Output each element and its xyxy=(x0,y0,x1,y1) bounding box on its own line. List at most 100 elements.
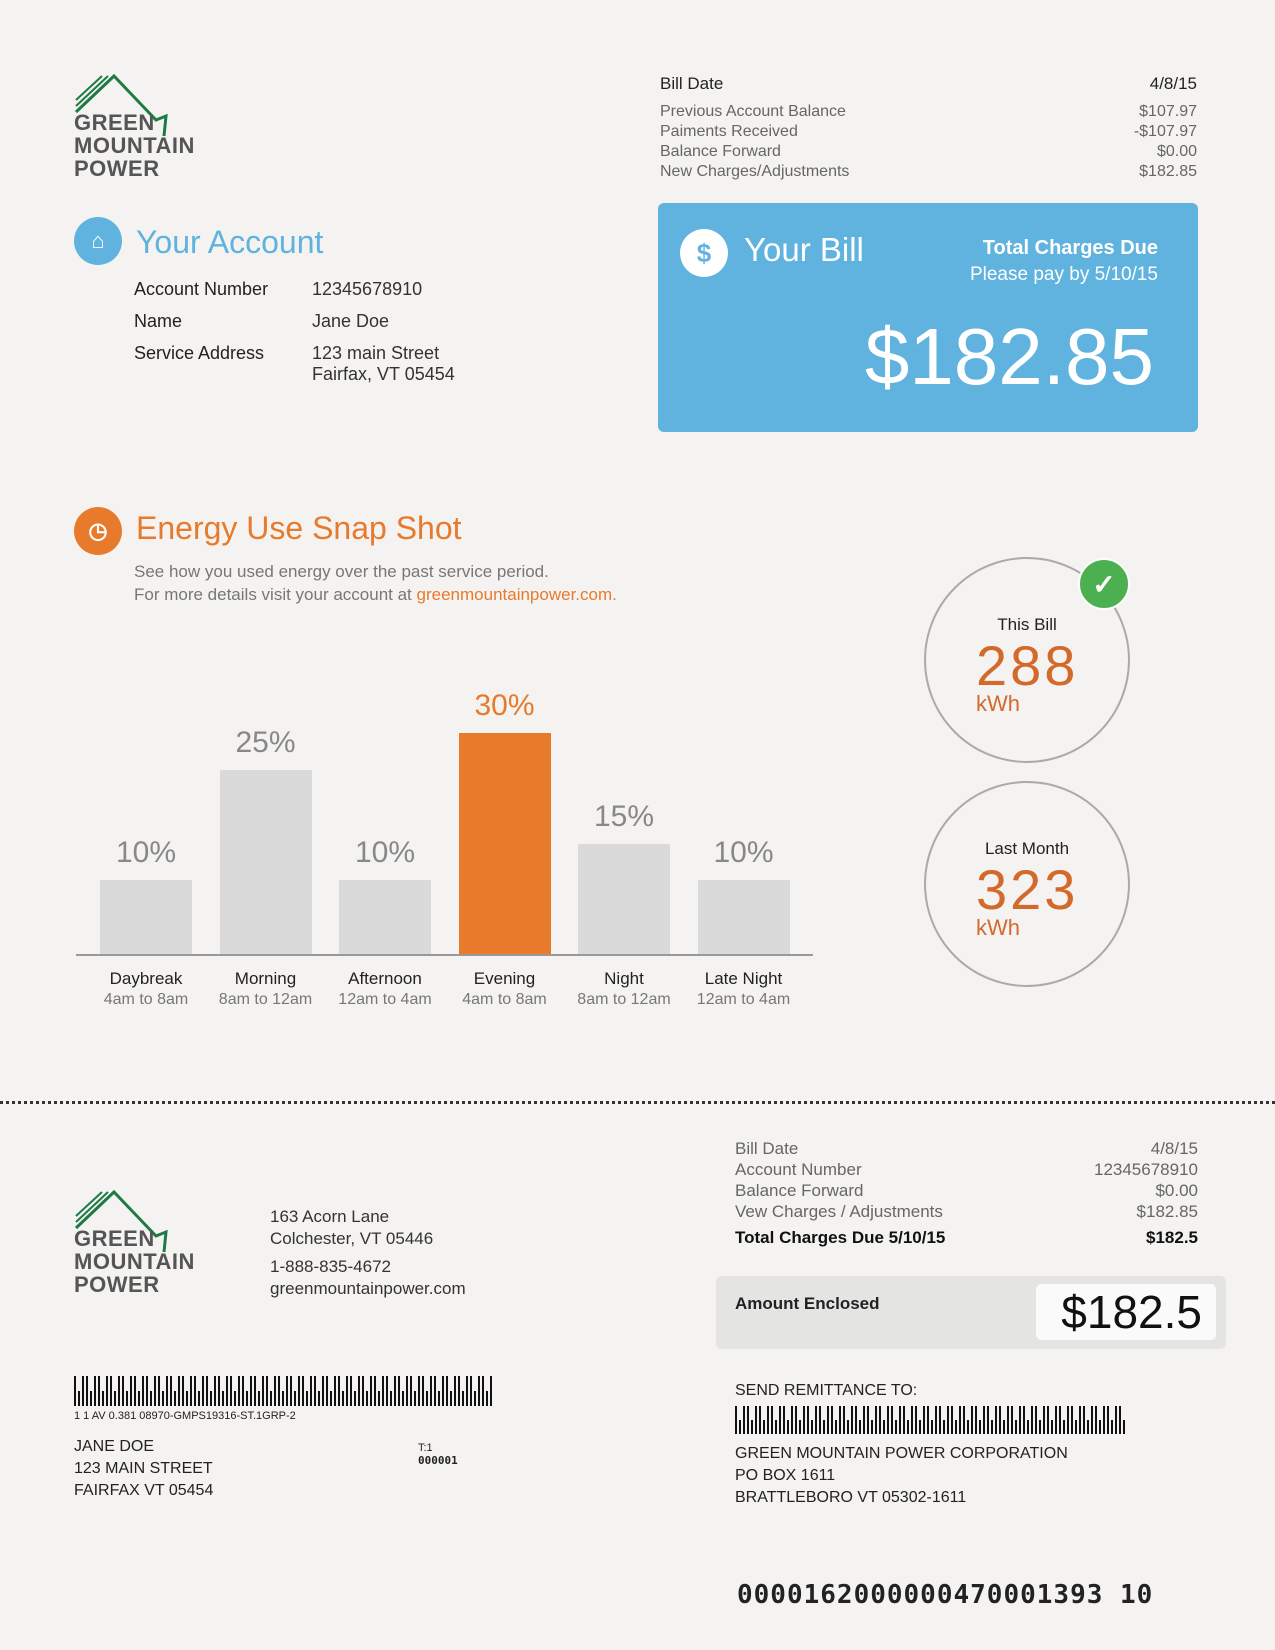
barcode-bar xyxy=(122,1376,124,1406)
barcode-bar xyxy=(206,1376,208,1406)
this-bill-kwh: 288 xyxy=(976,634,1079,697)
barcode-bar xyxy=(334,1376,336,1406)
barcode-bar xyxy=(827,1406,829,1434)
barcode-bar xyxy=(895,1420,897,1434)
barcode-bar xyxy=(138,1391,140,1406)
barcode-bar xyxy=(1019,1406,1021,1434)
bar-value-label: 15% xyxy=(593,799,655,833)
bar-value-label: 25% xyxy=(235,725,296,759)
barcode-bar xyxy=(78,1391,80,1406)
barcode-bar xyxy=(490,1376,492,1406)
barcode-bar xyxy=(458,1376,460,1406)
barcode-bar xyxy=(318,1391,320,1406)
stub-row: Vew Charges / Adjustments $182.85 xyxy=(735,1201,1198,1222)
barcode-bar xyxy=(867,1406,869,1434)
bar-value-label: 10% xyxy=(713,836,774,870)
barcode-bar xyxy=(1023,1406,1025,1434)
stub-label: Balance Forward xyxy=(735,1181,864,1200)
customer-city: FAIRFAX VT 05454 xyxy=(74,1482,214,1499)
barcode-bar xyxy=(1051,1420,1053,1434)
barcode-bar xyxy=(182,1376,184,1406)
barcode-bar xyxy=(106,1376,108,1406)
perforation-line xyxy=(0,1101,1275,1104)
your-account-title: Your Account xyxy=(136,224,324,260)
barcode-bar xyxy=(162,1391,164,1406)
barcode-bar xyxy=(150,1391,152,1406)
bar-night xyxy=(578,843,670,954)
barcode-bar xyxy=(294,1391,296,1406)
scan-line: 0000162000000470001393 10 xyxy=(737,1580,1154,1610)
barcode-bar xyxy=(823,1420,825,1434)
remit-line1: GREEN MOUNTAIN POWER CORPORATION xyxy=(735,1445,1068,1462)
stub-row: Account Number 12345678910 xyxy=(735,1159,1198,1180)
last-month-unit: kWh xyxy=(976,915,1020,940)
summary-label: Paiments Received xyxy=(660,123,798,140)
account-link[interactable]: greenmountainpower.com. xyxy=(416,585,617,604)
stub-value: $182.85 xyxy=(1136,1202,1198,1221)
barcode-bar xyxy=(1067,1406,1069,1434)
barcode-bar xyxy=(310,1376,312,1406)
stub-label: Vew Charges / Adjustments xyxy=(735,1202,943,1221)
barcode-bar xyxy=(1071,1406,1073,1434)
pay-by: Please pay by 5/10/15 xyxy=(969,264,1158,285)
barcode-bar xyxy=(1031,1406,1033,1434)
category-name: Morning xyxy=(234,969,297,988)
barcode-bar xyxy=(931,1420,933,1434)
barcode-bar xyxy=(222,1391,224,1406)
barcode-bar xyxy=(442,1376,444,1406)
barcode-bar xyxy=(474,1391,476,1406)
barcode-bar xyxy=(939,1406,941,1434)
category-label: Evening 4am to 8am xyxy=(445,968,565,1010)
barcode-bar xyxy=(999,1406,1001,1434)
barcode-bar xyxy=(799,1420,801,1434)
company-address-line2: Colchester, VT 05446 xyxy=(270,1229,434,1248)
barcode-bar xyxy=(1011,1406,1013,1434)
your-bill-box: $ Your Bill Total Charges Due Please pay… xyxy=(658,203,1198,432)
barcode-bar xyxy=(1055,1406,1057,1434)
barcode-bar xyxy=(1059,1406,1061,1434)
barcode-bar xyxy=(807,1406,809,1434)
amount-enclosed-field[interactable]: $182.5 xyxy=(1036,1284,1216,1340)
barcode-bar xyxy=(422,1376,424,1406)
barcode-bar xyxy=(210,1391,212,1406)
account-number-label: Account Number xyxy=(134,279,269,299)
barcode-bar xyxy=(899,1406,901,1434)
bar-value-label: 10% xyxy=(115,836,177,870)
barcode-bar xyxy=(1035,1406,1037,1434)
barcode-bar xyxy=(362,1376,364,1406)
category-name: Daybreak xyxy=(109,969,183,988)
barcode-bar xyxy=(911,1406,913,1434)
service-address-line2: Fairfax, VT 05454 xyxy=(312,364,455,384)
barcode-bar xyxy=(482,1376,484,1406)
barcode-bar xyxy=(983,1406,985,1434)
barcode-bar xyxy=(1039,1420,1041,1434)
barcode-bar xyxy=(1107,1406,1109,1434)
barcode-bar xyxy=(258,1391,260,1406)
barcode-bar xyxy=(246,1391,248,1406)
barcode-bar xyxy=(190,1376,192,1406)
customer-street: 123 MAIN STREET xyxy=(74,1460,213,1477)
logo-line: GREEN xyxy=(74,1226,155,1251)
company-website[interactable]: greenmountainpower.com xyxy=(270,1279,466,1298)
logo-line: MOUNTAIN xyxy=(74,133,195,158)
energy-details-text: For more details visit your account at xyxy=(134,585,417,604)
summary-row: Paiments Received -$107.97 xyxy=(660,122,1197,142)
stub-summary: Bill Date 4/8/15 Account Number 12345678910… xyxy=(735,1138,1198,1248)
barcode-bar xyxy=(290,1376,292,1406)
barcode-bar xyxy=(1047,1406,1049,1434)
barcode-bar xyxy=(791,1406,793,1434)
barcode-bar xyxy=(174,1391,176,1406)
bar-value-label: 30% xyxy=(474,689,535,722)
barcode-bar xyxy=(430,1376,432,1406)
barcode-bar xyxy=(771,1406,773,1434)
barcode-bar xyxy=(891,1406,893,1434)
category-name: Late Night xyxy=(704,969,783,988)
barcode-bar xyxy=(382,1376,384,1406)
barcode-bar xyxy=(979,1420,981,1434)
barcode-bar xyxy=(438,1391,440,1406)
barcode-bar xyxy=(759,1406,761,1434)
barcode-bar xyxy=(955,1420,957,1434)
bar-morning xyxy=(219,769,312,954)
bar-value-label: 10% xyxy=(354,836,416,870)
service-address-line1: 123 main Street xyxy=(312,343,440,363)
